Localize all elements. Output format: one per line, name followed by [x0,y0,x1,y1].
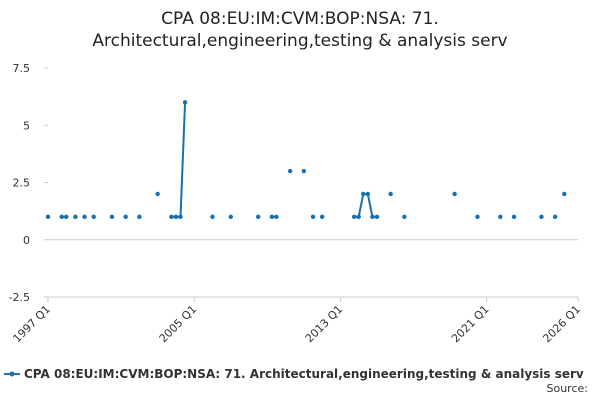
data-point [73,214,78,220]
y-tick-label: 7.5 [13,62,31,75]
data-point [45,214,51,220]
data-point [351,214,357,220]
data-point [562,191,567,197]
y-tick-label: -2.5 [9,291,30,304]
x-tick-label: 2026 Q1 [540,303,583,346]
data-point [498,214,503,220]
data-point [109,214,115,220]
chart-title: CPA 08:EU:IM:CVM:BOP:NSA: 71. [161,9,439,29]
legend-marker [9,371,15,377]
data-point [539,214,544,220]
data-point [137,214,142,220]
y-tick-label: 5 [23,119,30,132]
data-point [82,214,87,220]
data-point [228,214,233,220]
data-point [182,100,188,105]
data-point [374,214,380,220]
data-point [178,214,183,220]
legend-label: CPA 08:EU:IM:CVM:BOP:NSA: 71. Architectu… [24,367,584,381]
y-tick-label: 0 [23,234,30,247]
source: Source: [547,382,589,395]
x-tick-label: 1997 Q1 [10,303,53,346]
data-point [552,214,558,220]
data-point [269,214,275,220]
data-point [91,214,96,220]
x-tick-label: 2013 Q1 [303,303,346,346]
chart-title: Architectural,engineering,testing & anal… [92,31,507,51]
x-tick-label: 2005 Q1 [157,303,200,346]
data-point [59,214,64,220]
y-tick-label: 2.5 [13,177,31,190]
data-point [370,214,375,220]
data-point [452,191,457,197]
data-point [255,214,261,220]
data-point [173,214,179,220]
data-point [155,191,160,197]
data-point [301,168,307,174]
data-point [511,214,517,220]
data-point [310,214,316,220]
data-point [64,214,69,220]
data-point [287,168,293,174]
data-point [402,214,407,220]
data-point [274,214,279,220]
data-point [365,191,371,197]
data-point [210,214,215,220]
series-line [62,102,565,217]
data-point [361,191,366,197]
data-point [388,191,393,197]
data-point [123,214,128,220]
x-tick-label: 2021 Q1 [449,303,492,346]
data-point [319,214,325,220]
data-point [169,214,174,220]
data-point [356,214,361,220]
data-point [475,214,480,220]
